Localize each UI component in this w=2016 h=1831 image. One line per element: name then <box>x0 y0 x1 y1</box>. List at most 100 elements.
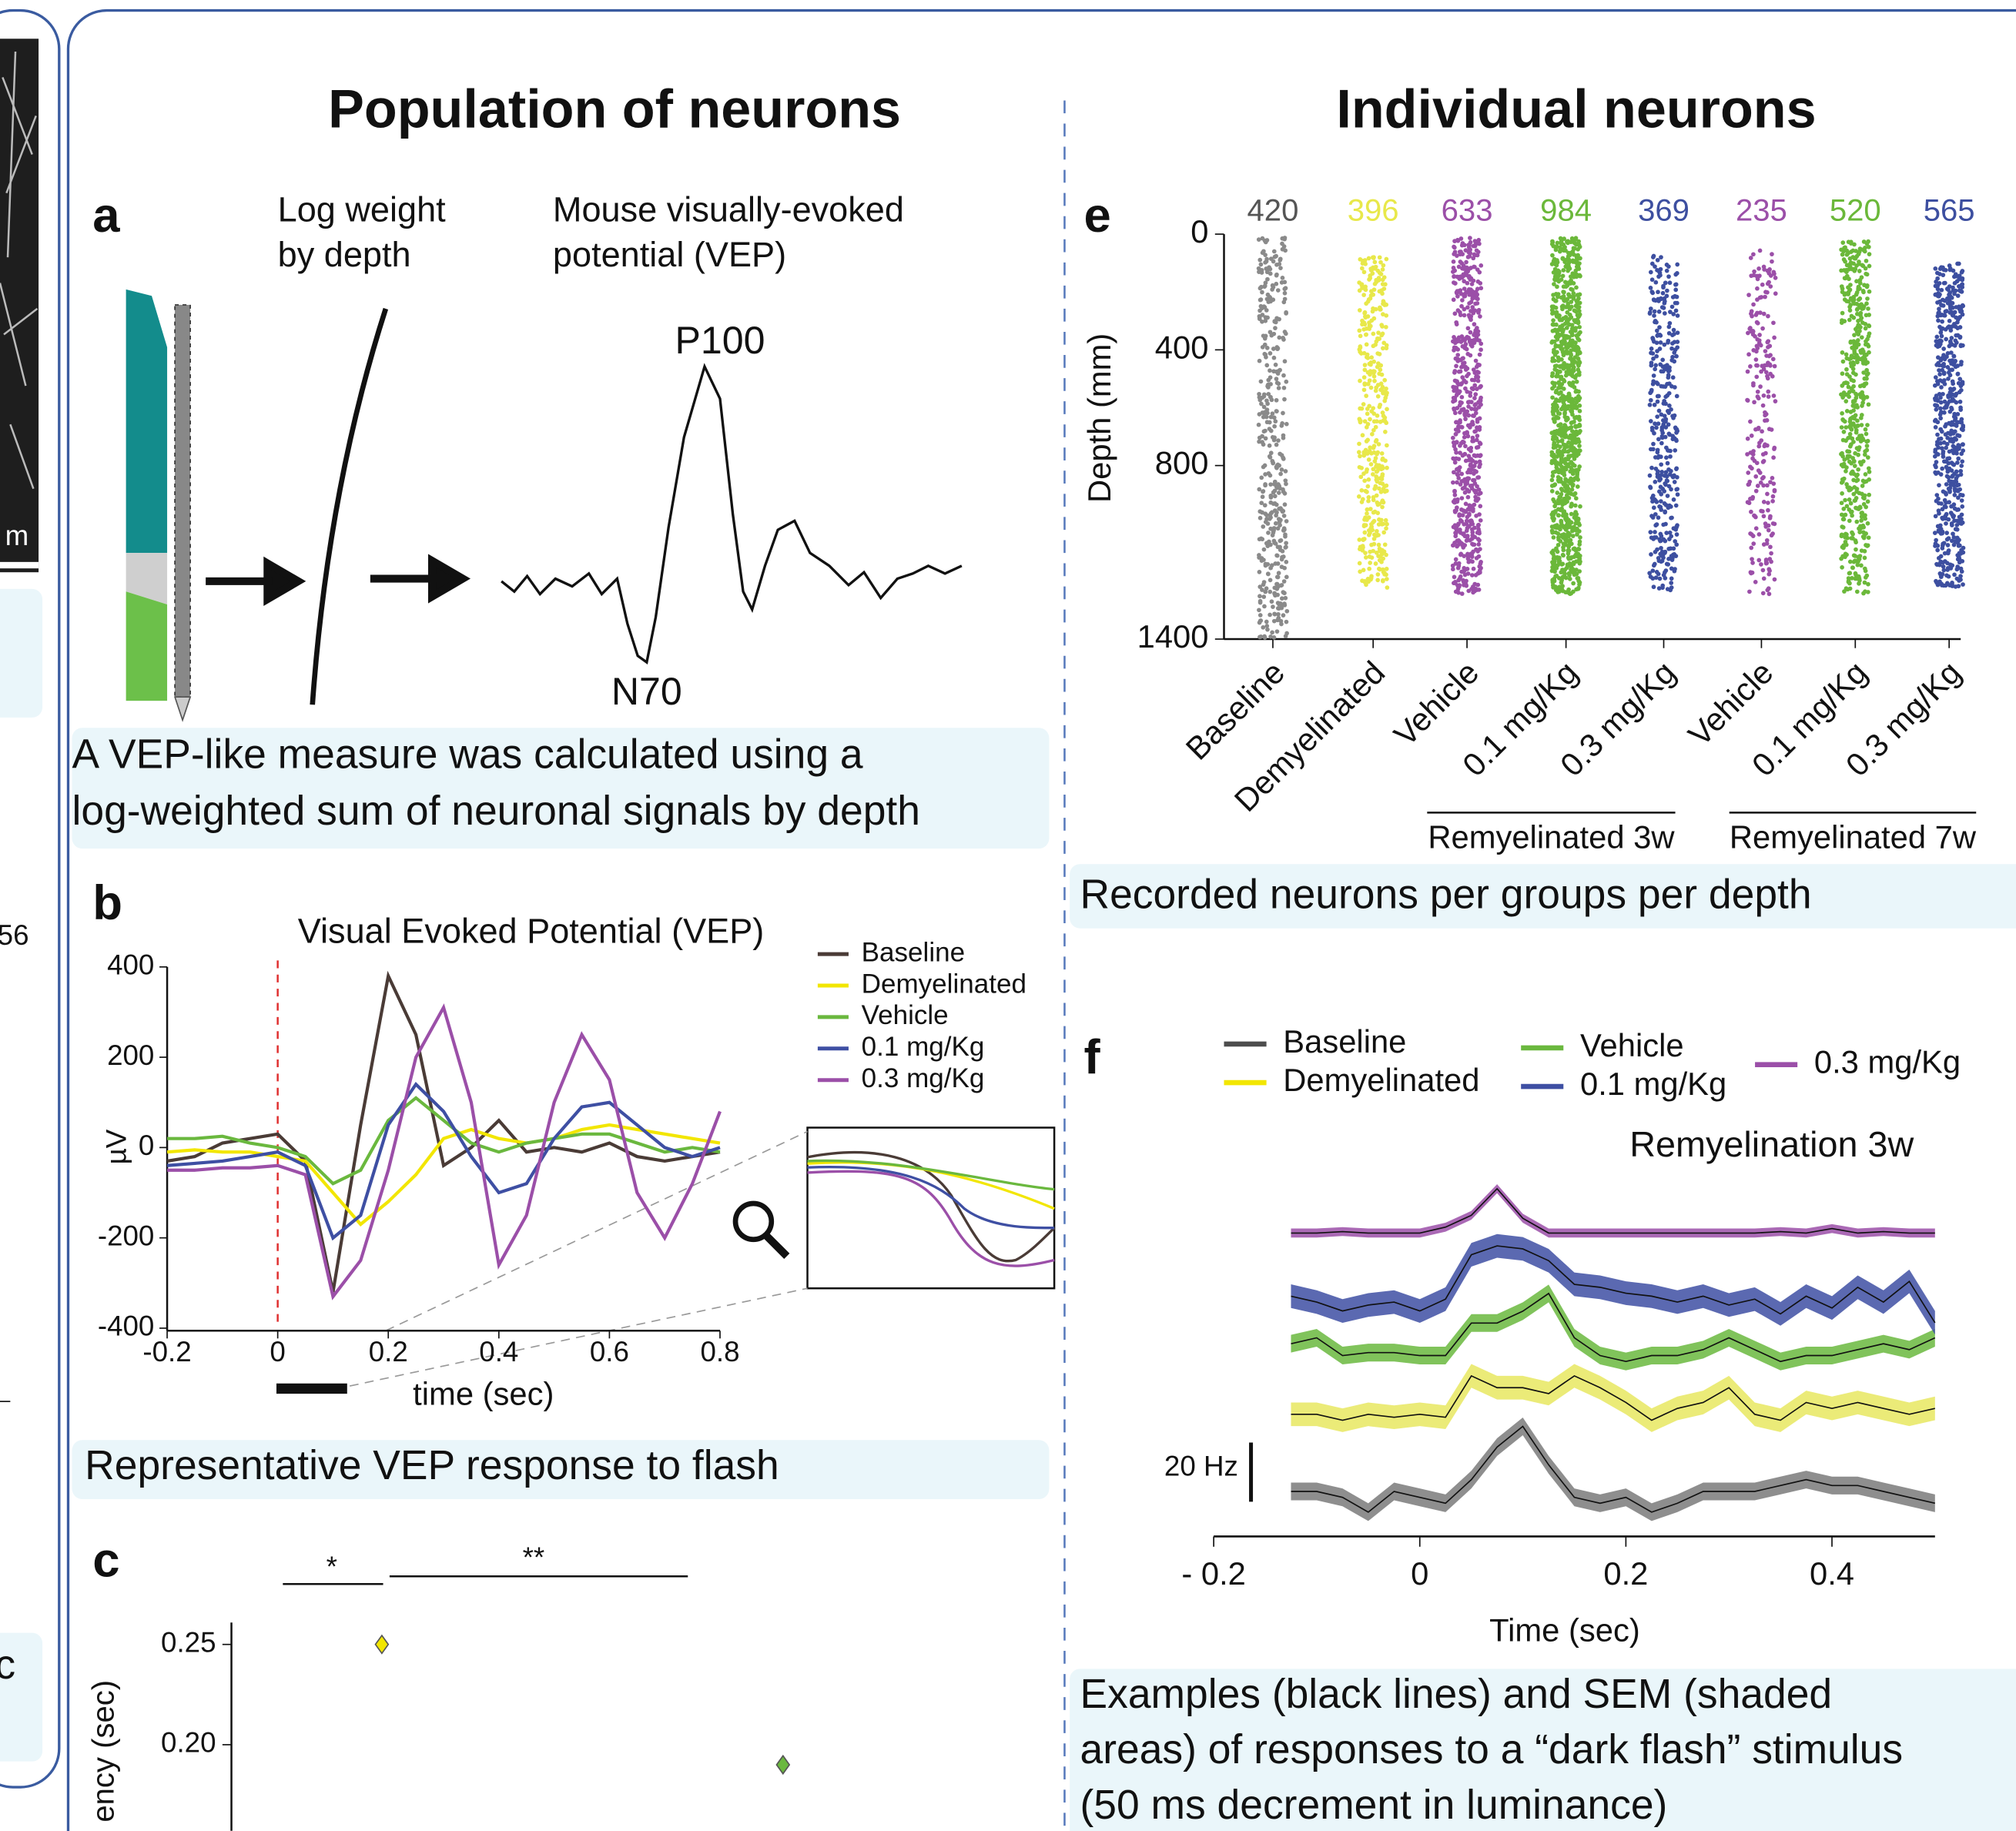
neuron-dot <box>1861 591 1866 596</box>
neuron-dot <box>1265 401 1270 406</box>
neuron-dot <box>1458 450 1462 455</box>
magnifier-handle <box>766 1236 787 1257</box>
neuron-dot <box>1468 462 1473 467</box>
neuron-dot <box>1750 466 1754 470</box>
neuron-dot <box>1857 530 1862 534</box>
neuron-dot <box>1773 364 1777 369</box>
neuron-dot <box>1554 587 1559 592</box>
neuron-dot <box>1554 323 1559 327</box>
neuron-dot <box>1554 306 1559 310</box>
neuron-dot <box>1369 289 1374 293</box>
neuron-dot <box>1382 484 1387 489</box>
neuron-dot <box>1769 551 1773 556</box>
neuron-dot <box>1770 499 1775 504</box>
neuron-dot <box>1961 448 1965 453</box>
neuron-dot <box>1672 332 1676 336</box>
neuron-dot <box>1754 357 1759 362</box>
neuron-dot <box>1935 452 1940 457</box>
neuron-dot <box>1463 452 1468 457</box>
caption: (50 ms decrement in luminance) <box>1080 1782 1668 1828</box>
neuron-dot <box>1669 567 1674 571</box>
neuron-dot <box>1772 393 1777 398</box>
neuron-dot <box>1947 574 1951 579</box>
neuron-dot <box>1257 635 1262 640</box>
neuron-dot <box>1762 577 1767 581</box>
neuron-dot <box>1840 454 1845 459</box>
neuron-dot <box>1861 361 1866 366</box>
neuron-dot <box>1851 379 1856 383</box>
neuron-dot <box>1384 420 1388 425</box>
neuron-dot <box>1561 553 1566 557</box>
neuron-dot <box>1284 519 1289 524</box>
neuron-dot <box>1866 521 1870 526</box>
neuron-dot <box>1278 518 1283 523</box>
neuron-dot <box>1474 470 1479 474</box>
neuron-dot <box>1848 420 1853 424</box>
neuron-dot <box>1565 310 1569 315</box>
neuron-dot <box>1649 398 1653 403</box>
neuron-dot <box>1666 264 1671 269</box>
neuron-dot <box>1479 263 1483 268</box>
neuron-dot <box>1382 571 1387 575</box>
neuron-dot <box>1756 390 1760 394</box>
neuron-dot <box>1474 547 1479 552</box>
neuron-dot <box>1849 361 1854 366</box>
neuron-dot <box>1863 567 1867 571</box>
neuron-dot <box>1268 578 1273 583</box>
neuron-dot <box>1466 560 1471 564</box>
significance-label: ** <box>523 1541 545 1573</box>
y-axis-label: Depth (mm) <box>1081 333 1117 503</box>
neuron-dot <box>1368 276 1372 280</box>
neuron-dot <box>1357 537 1361 542</box>
neuron-dot <box>1860 514 1864 519</box>
neuron-dot <box>1365 425 1369 430</box>
neuron-dot <box>1358 561 1362 566</box>
neuron-dot <box>1266 572 1271 577</box>
neuron-dot <box>1561 290 1566 294</box>
neuron-dot <box>1649 552 1653 557</box>
neuron-dot <box>1569 538 1573 543</box>
neuron-dot <box>1770 427 1774 432</box>
neuron-dot <box>1264 415 1269 420</box>
neuron-dot <box>1851 399 1856 403</box>
neuron-dot <box>1472 378 1477 383</box>
neuron-dot <box>1458 370 1463 374</box>
neuron-dot <box>1670 305 1675 310</box>
neuron-dot <box>1952 535 1957 540</box>
neuron-dot <box>1844 399 1848 403</box>
neuron-dot <box>1867 402 1871 407</box>
neuron-dot <box>1455 467 1460 471</box>
neuron-dot <box>1948 340 1953 344</box>
neuron-dot <box>1383 542 1388 547</box>
neuron-dot <box>1577 440 1582 444</box>
neuron-dot <box>1476 542 1481 547</box>
neuron-dot <box>1861 289 1866 293</box>
neuron-dot <box>1746 352 1751 356</box>
neuron-dot <box>1463 534 1468 538</box>
neuron-dot <box>1467 400 1472 404</box>
neuron-dot <box>1960 498 1964 503</box>
neuron-dot <box>1452 575 1457 580</box>
neuron-dot <box>1864 574 1869 578</box>
neuron-dot <box>1283 502 1288 507</box>
neuron-dot <box>1466 255 1471 259</box>
neuron-dot <box>1457 564 1462 568</box>
neuron-dot <box>1271 346 1276 351</box>
neuron-dot <box>1367 528 1371 533</box>
neuron-dot <box>1575 318 1579 323</box>
neuron-dot <box>1750 433 1754 438</box>
neuron-dot <box>1941 298 1945 303</box>
neuron-dot <box>1843 498 1847 503</box>
neuron-dot <box>1762 267 1767 272</box>
neuron-dot <box>1452 297 1456 302</box>
neuron-dot <box>1385 585 1390 590</box>
neuron-dot <box>1751 330 1756 334</box>
neuron-dot <box>1650 576 1655 581</box>
neuron-dot <box>1944 422 1949 427</box>
neuron-dot <box>1661 285 1666 290</box>
neuron-dot <box>1472 542 1477 547</box>
depth-strip <box>1257 236 1289 640</box>
neuron-dot <box>1366 495 1371 500</box>
neuron-dot <box>1840 500 1844 505</box>
neuron-dot <box>1479 560 1483 564</box>
